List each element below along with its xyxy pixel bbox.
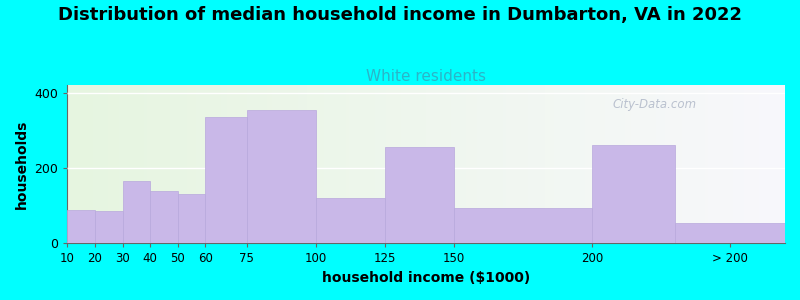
Bar: [206, 117, 247, 243]
Bar: [674, 223, 785, 243]
Title: White residents: White residents: [366, 69, 486, 84]
Text: City-Data.com: City-Data.com: [613, 98, 697, 111]
Bar: [178, 194, 206, 243]
X-axis label: household income ($1000): household income ($1000): [322, 271, 530, 285]
Bar: [67, 209, 95, 243]
Bar: [316, 198, 385, 243]
Bar: [592, 146, 674, 243]
Text: Distribution of median household income in Dumbarton, VA in 2022: Distribution of median household income …: [58, 6, 742, 24]
Bar: [385, 147, 454, 243]
Bar: [247, 110, 316, 243]
Bar: [454, 208, 592, 243]
Bar: [150, 191, 178, 243]
Y-axis label: households: households: [15, 120, 29, 209]
Bar: [122, 181, 150, 243]
Bar: [95, 212, 122, 243]
